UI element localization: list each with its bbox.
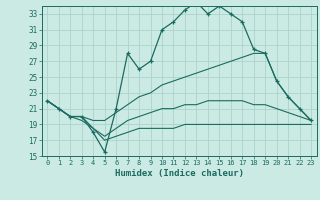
- X-axis label: Humidex (Indice chaleur): Humidex (Indice chaleur): [115, 169, 244, 178]
